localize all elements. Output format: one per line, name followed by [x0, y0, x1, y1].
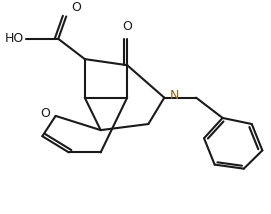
Text: O: O	[122, 20, 132, 33]
Text: O: O	[40, 107, 50, 120]
Text: N: N	[170, 89, 179, 102]
Text: HO: HO	[5, 32, 24, 45]
Text: O: O	[72, 1, 81, 15]
